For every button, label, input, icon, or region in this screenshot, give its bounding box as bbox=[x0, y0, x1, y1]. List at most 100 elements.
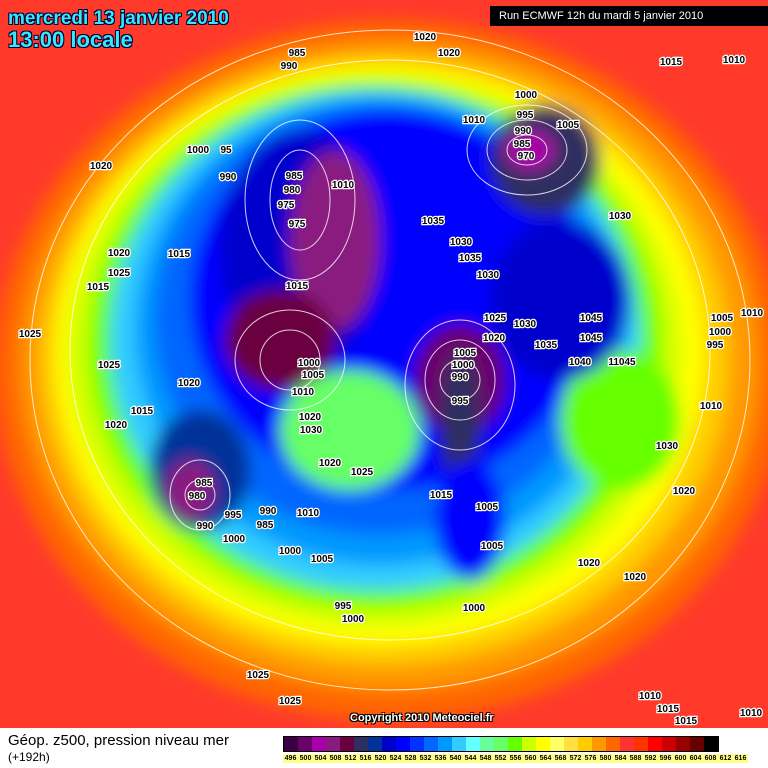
color-scale-label: 604 bbox=[688, 754, 703, 763]
model-run-info: Run ECMWF 12h du mardi 5 janvier 2010 bbox=[490, 6, 768, 26]
color-swatch bbox=[284, 737, 298, 751]
pressure-label: 1010 bbox=[297, 508, 320, 519]
color-scale-label: 600 bbox=[673, 754, 688, 763]
pressure-label: 995 bbox=[225, 510, 242, 521]
pressure-label: 1045 bbox=[580, 333, 603, 344]
color-scale-label: 588 bbox=[628, 754, 643, 763]
pressure-label: 1005 bbox=[481, 541, 504, 552]
color-swatch bbox=[620, 737, 634, 751]
pressure-label: 1010 bbox=[332, 180, 355, 191]
color-scale-label: 524 bbox=[388, 754, 403, 763]
color-scale-label: 556 bbox=[508, 754, 523, 763]
color-swatch bbox=[564, 737, 578, 751]
pressure-label: 990 bbox=[515, 126, 532, 137]
color-scale-label: 592 bbox=[643, 754, 658, 763]
color-swatch bbox=[368, 737, 382, 751]
pressure-label: 1020 bbox=[178, 378, 201, 389]
color-swatch bbox=[704, 737, 718, 751]
color-swatch bbox=[592, 737, 606, 751]
pressure-label: 1010 bbox=[700, 401, 723, 412]
pressure-label: 1045 bbox=[580, 313, 603, 324]
color-scale-label: 584 bbox=[613, 754, 628, 763]
color-swatch bbox=[298, 737, 312, 751]
pressure-label: 1020 bbox=[90, 161, 113, 172]
pressure-label: 1010 bbox=[292, 387, 315, 398]
pressure-label: 1025 bbox=[279, 696, 302, 707]
pressure-label: 995 bbox=[517, 110, 534, 121]
color-swatch bbox=[522, 737, 536, 751]
color-swatch bbox=[410, 737, 424, 751]
pressure-label: 1030 bbox=[300, 425, 323, 436]
pressure-label: 1035 bbox=[535, 340, 558, 351]
pressure-label: 1015 bbox=[657, 704, 680, 715]
pressure-label: 1000 bbox=[452, 360, 475, 371]
pressure-label: 1025 bbox=[484, 313, 507, 324]
color-scale-label: 552 bbox=[493, 754, 508, 763]
color-scale-label: 616 bbox=[733, 754, 748, 763]
pressure-label: 1000 bbox=[463, 603, 486, 614]
pressure-label: 980 bbox=[284, 185, 301, 196]
color-swatch bbox=[550, 737, 564, 751]
color-scale-label: 564 bbox=[538, 754, 553, 763]
color-field bbox=[0, 20, 768, 720]
pressure-label: 1000 bbox=[342, 614, 365, 625]
pressure-label: 1000 bbox=[279, 546, 302, 557]
color-scale-label: 520 bbox=[373, 754, 388, 763]
pressure-label: 985 bbox=[289, 48, 306, 59]
pressure-label: 1020 bbox=[673, 486, 696, 497]
color-swatch bbox=[396, 737, 410, 751]
isobar-lines bbox=[29, 29, 751, 691]
pressure-label: 1010 bbox=[463, 115, 486, 126]
pressure-label: 990 bbox=[260, 506, 277, 517]
pressure-label: 1030 bbox=[450, 237, 473, 248]
color-swatch bbox=[452, 737, 466, 751]
pressure-label: 995 bbox=[707, 340, 724, 351]
pressure-label: 1015 bbox=[131, 406, 154, 417]
pressure-label: 1020 bbox=[483, 333, 506, 344]
pressure-label: 985 bbox=[257, 520, 274, 531]
pressure-label: 1000 bbox=[187, 145, 210, 156]
pressure-label: 1005 bbox=[557, 120, 580, 131]
color-scale-label: 576 bbox=[583, 754, 598, 763]
color-scale-label: 508 bbox=[328, 754, 343, 763]
pressure-label: 990 bbox=[281, 61, 298, 72]
map-parameter-title: Géop. z500, pression niveau mer bbox=[8, 732, 229, 749]
color-scale-label: 612 bbox=[718, 754, 733, 763]
color-scale-label: 548 bbox=[478, 754, 493, 763]
color-scale-label: 596 bbox=[658, 754, 673, 763]
pressure-label: 975 bbox=[278, 200, 295, 211]
pressure-label: 1025 bbox=[19, 329, 42, 340]
forecast-date: mercredi 13 janvier 2010 13:00 locale bbox=[8, 8, 229, 51]
pressure-label: 95 bbox=[220, 145, 232, 156]
color-scale-label: 560 bbox=[523, 754, 538, 763]
color-swatch bbox=[312, 737, 326, 751]
color-scale-label: 528 bbox=[403, 754, 418, 763]
pressure-label: 1025 bbox=[247, 670, 270, 681]
pressure-label: 1010 bbox=[723, 55, 746, 66]
pressure-label: 1020 bbox=[319, 458, 342, 469]
geopotential-map: 1020 1020 985 990 1015 1010 1000 995 1010 990 1005… bbox=[0, 20, 768, 728]
pressure-label: 1015 bbox=[87, 282, 110, 293]
pressure-label: 1000 bbox=[515, 90, 538, 101]
pressure-label: 995 bbox=[335, 601, 352, 612]
color-swatch bbox=[606, 737, 620, 751]
pressure-label: 1040 bbox=[569, 357, 592, 368]
pressure-label: 1025 bbox=[98, 360, 121, 371]
pressure-label: 990 bbox=[197, 521, 214, 532]
color-swatch bbox=[634, 737, 648, 751]
color-scale-label: 500 bbox=[298, 754, 313, 763]
pressure-label: 1015 bbox=[430, 490, 453, 501]
pressure-label: 1035 bbox=[459, 253, 482, 264]
pressure-label: 990 bbox=[220, 172, 237, 183]
color-scale-labels: 496 500 504 508 512 516 520 524 528 532 536 540 544 5… bbox=[283, 754, 748, 763]
pressure-label: 990 bbox=[452, 372, 469, 383]
color-swatch bbox=[438, 737, 452, 751]
color-swatch bbox=[578, 737, 592, 751]
pressure-label: 1020 bbox=[108, 248, 131, 259]
color-swatch bbox=[690, 737, 704, 751]
pressure-label: 1025 bbox=[108, 268, 131, 279]
pressure-label: 980 bbox=[189, 491, 206, 502]
color-swatch bbox=[494, 737, 508, 751]
pressure-label: 1005 bbox=[476, 502, 499, 513]
color-scale-label: 540 bbox=[448, 754, 463, 763]
